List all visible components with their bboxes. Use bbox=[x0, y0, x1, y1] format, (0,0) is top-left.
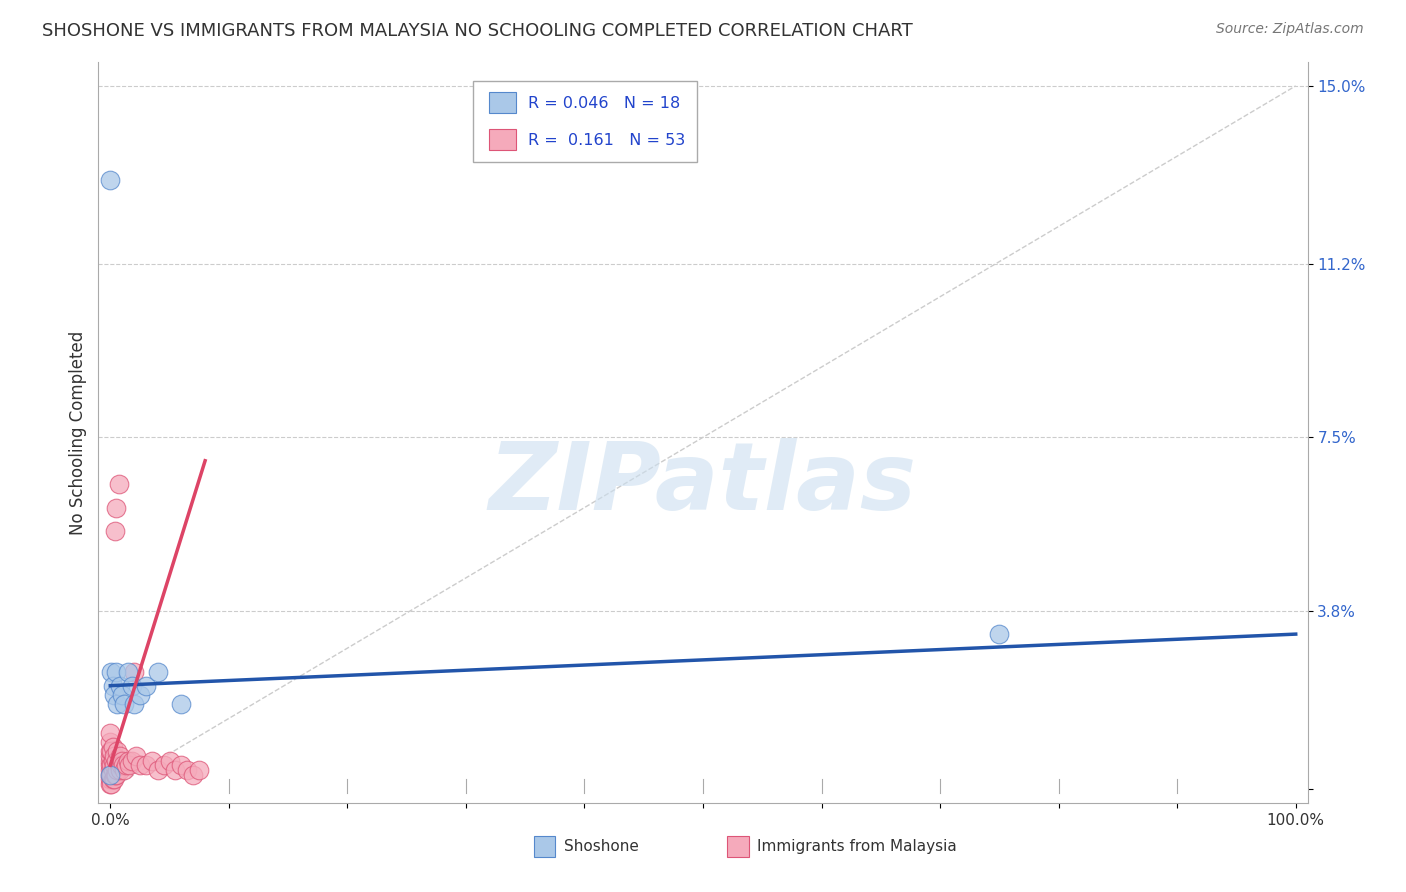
Point bbox=[98, 763, 121, 777]
Point bbox=[98, 772, 121, 787]
Point bbox=[121, 754, 143, 768]
Point bbox=[146, 665, 169, 679]
Point bbox=[98, 754, 121, 768]
Point bbox=[152, 758, 174, 772]
Point bbox=[98, 767, 121, 781]
Point bbox=[165, 763, 187, 777]
Point bbox=[181, 767, 204, 781]
Point bbox=[141, 754, 163, 768]
Point bbox=[188, 763, 211, 777]
Point bbox=[104, 524, 127, 538]
Point bbox=[103, 758, 125, 772]
Point bbox=[98, 735, 121, 749]
Point bbox=[118, 758, 141, 772]
Point bbox=[101, 763, 124, 777]
Point bbox=[105, 698, 128, 712]
Text: Source: ZipAtlas.com: Source: ZipAtlas.com bbox=[1216, 22, 1364, 37]
Text: Immigrants from Malaysia: Immigrants from Malaysia bbox=[758, 839, 957, 854]
Point bbox=[100, 767, 122, 781]
Point bbox=[107, 477, 129, 491]
Point bbox=[105, 500, 128, 515]
Point bbox=[105, 744, 128, 758]
Point bbox=[135, 758, 157, 772]
Point bbox=[129, 758, 152, 772]
Point bbox=[125, 748, 148, 763]
Point bbox=[100, 744, 122, 758]
Point bbox=[105, 763, 128, 777]
Point bbox=[108, 763, 131, 777]
Point bbox=[98, 758, 121, 772]
Point bbox=[98, 744, 121, 758]
Point bbox=[110, 758, 132, 772]
Point bbox=[103, 772, 125, 787]
Point bbox=[105, 767, 128, 781]
Point bbox=[176, 763, 198, 777]
Point bbox=[98, 748, 121, 763]
Text: R = 0.046   N = 18: R = 0.046 N = 18 bbox=[527, 96, 681, 112]
Point bbox=[98, 172, 121, 186]
Y-axis label: No Schooling Completed: No Schooling Completed bbox=[69, 331, 87, 534]
Point bbox=[103, 748, 125, 763]
Point bbox=[111, 688, 134, 702]
Bar bbox=[489, 92, 516, 112]
Point bbox=[114, 758, 136, 772]
Point bbox=[100, 665, 122, 679]
Point bbox=[98, 767, 121, 781]
Point bbox=[129, 688, 152, 702]
Point bbox=[98, 777, 121, 791]
Point bbox=[100, 777, 122, 791]
Point bbox=[117, 665, 139, 679]
Point bbox=[117, 754, 139, 768]
Point bbox=[146, 763, 169, 777]
Point bbox=[101, 679, 124, 693]
Point bbox=[121, 679, 143, 693]
Point bbox=[122, 698, 145, 712]
Point bbox=[107, 758, 129, 772]
Point bbox=[101, 772, 124, 787]
Point bbox=[159, 754, 181, 768]
Point bbox=[135, 679, 157, 693]
Bar bbox=[727, 836, 749, 857]
Point bbox=[108, 748, 131, 763]
Point bbox=[105, 754, 128, 768]
Bar bbox=[534, 836, 555, 857]
Point bbox=[170, 698, 193, 712]
Point bbox=[114, 698, 136, 712]
Point bbox=[100, 758, 122, 772]
Point bbox=[122, 665, 145, 679]
Point bbox=[170, 758, 193, 772]
Text: Shoshone: Shoshone bbox=[564, 839, 638, 854]
Text: SHOSHONE VS IMMIGRANTS FROM MALAYSIA NO SCHOOLING COMPLETED CORRELATION CHART: SHOSHONE VS IMMIGRANTS FROM MALAYSIA NO … bbox=[42, 22, 912, 40]
FancyBboxPatch shape bbox=[474, 81, 697, 162]
Point bbox=[103, 688, 125, 702]
Text: ZIPatlas: ZIPatlas bbox=[489, 439, 917, 531]
Point bbox=[108, 679, 131, 693]
Point bbox=[111, 754, 134, 768]
Text: R =  0.161   N = 53: R = 0.161 N = 53 bbox=[527, 134, 685, 148]
Point bbox=[112, 758, 135, 772]
Point bbox=[988, 627, 1011, 641]
Point bbox=[104, 767, 127, 781]
Bar bbox=[489, 128, 516, 150]
Point bbox=[101, 754, 124, 768]
Point bbox=[98, 725, 121, 739]
Point bbox=[114, 763, 136, 777]
Point bbox=[101, 739, 124, 754]
Point bbox=[105, 665, 128, 679]
